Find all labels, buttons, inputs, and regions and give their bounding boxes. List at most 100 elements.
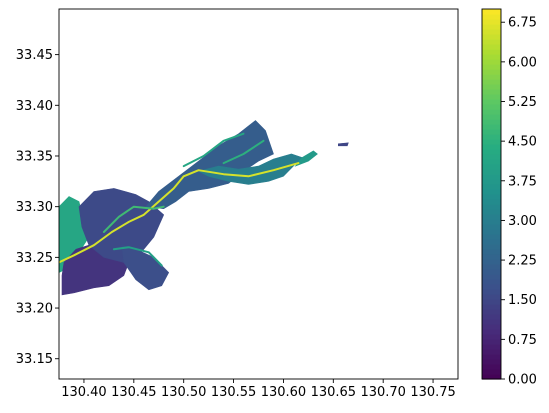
map-axes: 130.40 130.45 130.50 130.55 130.60 130.65 130.… bbox=[16, 8, 459, 400]
colorbar-segment bbox=[482, 34, 501, 40]
colorbar-segment bbox=[482, 354, 501, 360]
colorbar-segment bbox=[482, 249, 501, 255]
colorbar-tick-label: 1.50 bbox=[508, 293, 537, 308]
colorbar-segment bbox=[482, 134, 501, 140]
colorbar-segment bbox=[482, 44, 501, 50]
river-channel bbox=[102, 205, 165, 233]
colorbar-segment bbox=[482, 224, 501, 230]
axes-frame bbox=[58, 8, 459, 380]
colorbar-segment bbox=[482, 264, 501, 270]
colorbar-segment bbox=[482, 59, 501, 65]
colorbar-segment bbox=[482, 129, 501, 135]
colorbar-ticks: 0.00 0.75 1.50 2.25 3.00 3.75 4.50 5.25 6.00 6.75 bbox=[501, 16, 537, 388]
colorbar-tick-label: 4.50 bbox=[508, 135, 537, 150]
colorbar-segment bbox=[482, 119, 501, 125]
colorbar-frame bbox=[481, 8, 502, 380]
colorbar-tick-label: 0.75 bbox=[508, 333, 537, 348]
colorbar-segment bbox=[482, 109, 501, 115]
colorbar-segment bbox=[482, 194, 501, 200]
colorbar-segment bbox=[482, 19, 501, 25]
colorbar-segment bbox=[482, 374, 501, 380]
terrain-region bbox=[145, 120, 274, 210]
colorbar-segment bbox=[482, 79, 501, 85]
y-tick-label: 33.20 bbox=[16, 302, 53, 317]
colorbar-segment bbox=[482, 144, 501, 150]
colorbar-segment bbox=[482, 164, 501, 170]
x-axis-ticks: 130.40 130.45 130.50 130.55 130.60 130.65 130.… bbox=[61, 379, 456, 400]
colorbar-segment bbox=[482, 324, 501, 330]
x-tick-label: 130.50 bbox=[161, 385, 207, 400]
colorbar: 0.00 0.75 1.50 2.25 3.00 3.75 4.50 5.25 6.00 6.75 bbox=[481, 8, 537, 388]
colorbar-segment bbox=[482, 159, 501, 165]
colorbar-segment bbox=[482, 69, 501, 75]
colorbar-segment bbox=[482, 24, 501, 30]
colorbar-segment bbox=[482, 239, 501, 245]
colorbar-segment bbox=[482, 99, 501, 105]
terrain-region bbox=[294, 150, 318, 167]
colorbar-segment bbox=[482, 94, 501, 100]
river-channel bbox=[112, 246, 163, 267]
colorbar-segment bbox=[482, 294, 501, 300]
colorbar-segment bbox=[482, 364, 501, 370]
colorbar-segment bbox=[482, 104, 501, 110]
colorbar-tick-label: 6.75 bbox=[508, 16, 537, 31]
y-tick-label: 33.40 bbox=[16, 99, 53, 114]
x-tick-label: 130.75 bbox=[410, 385, 456, 400]
colorbar-tick-label: 3.75 bbox=[508, 174, 537, 189]
colorbar-segment bbox=[482, 14, 501, 20]
colorbar-segment bbox=[482, 64, 501, 70]
colorbar-segment bbox=[482, 214, 501, 220]
colorbar-segment bbox=[482, 289, 501, 295]
colorbar-segment bbox=[482, 319, 501, 325]
colorbar-segment bbox=[482, 74, 501, 80]
colorbar-segment bbox=[482, 204, 501, 210]
river-channels bbox=[59, 132, 300, 267]
colorbar-segment bbox=[482, 49, 501, 55]
x-tick-label: 130.45 bbox=[111, 385, 157, 400]
colorbar-segment bbox=[482, 29, 501, 35]
colorbar-tick-label: 2.25 bbox=[508, 254, 537, 269]
x-tick-label: 130.70 bbox=[360, 385, 406, 400]
river-channel bbox=[222, 139, 265, 165]
colorbar-segment bbox=[482, 39, 501, 45]
terrain-region bbox=[121, 244, 170, 291]
colorbar-segment bbox=[482, 309, 501, 315]
y-tick-label: 33.35 bbox=[16, 149, 53, 164]
colorbar-segment bbox=[482, 314, 501, 320]
colorbar-segment bbox=[482, 184, 501, 190]
colorbar-segment bbox=[482, 284, 501, 290]
colorbar-segment bbox=[482, 169, 501, 175]
colorbar-segment bbox=[482, 179, 501, 185]
y-tick-label: 33.25 bbox=[16, 251, 53, 266]
x-tick-label: 130.65 bbox=[311, 385, 357, 400]
colorbar-segment bbox=[482, 344, 501, 350]
colorbar-tick-label: 6.00 bbox=[508, 55, 537, 70]
terrain-region bbox=[337, 142, 349, 147]
y-tick-label: 33.30 bbox=[16, 200, 53, 215]
x-tick-label: 130.60 bbox=[261, 385, 307, 400]
colorbar-strip bbox=[482, 9, 501, 380]
colorbar-segment bbox=[482, 174, 501, 180]
colorbar-tick-label: 3.00 bbox=[508, 214, 537, 229]
colorbar-segment bbox=[482, 334, 501, 340]
colorbar-segment bbox=[482, 369, 501, 375]
colorbar-segment bbox=[482, 124, 501, 130]
y-tick-label: 33.15 bbox=[16, 352, 53, 367]
colorbar-segment bbox=[482, 339, 501, 345]
colorbar-tick-label: 5.25 bbox=[508, 95, 537, 110]
colorbar-segment bbox=[482, 219, 501, 225]
colorbar-segment bbox=[482, 209, 501, 215]
colorbar-segment bbox=[482, 269, 501, 275]
colorbar-segment bbox=[482, 274, 501, 280]
colorbar-segment bbox=[482, 54, 501, 60]
colorbar-segment bbox=[482, 9, 501, 15]
colorbar-segment bbox=[482, 329, 501, 335]
y-tick-label: 33.45 bbox=[16, 48, 53, 63]
colorbar-segment bbox=[482, 299, 501, 305]
colorbar-tick-label: 0.00 bbox=[508, 373, 537, 388]
colorbar-segment bbox=[482, 84, 501, 90]
colorbar-segment bbox=[482, 244, 501, 250]
river-channel bbox=[182, 132, 245, 168]
colorbar-segment bbox=[482, 149, 501, 155]
